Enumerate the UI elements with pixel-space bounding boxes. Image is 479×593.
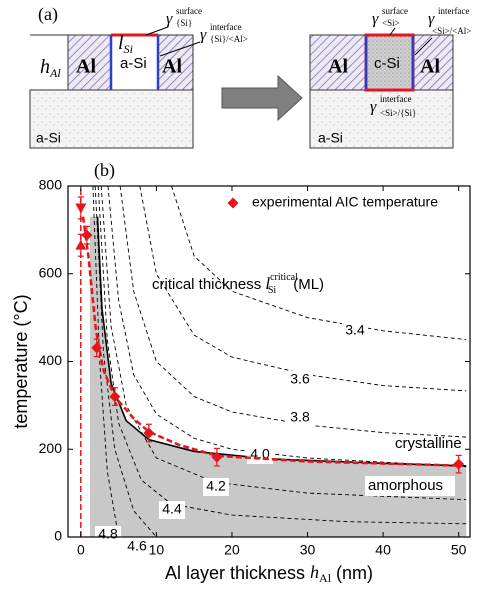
boundary-line (98, 217, 467, 466)
panel-label: (b) (94, 160, 115, 181)
gamma-sub: <Si>/<Al> (432, 26, 471, 36)
x-tick-label: 50 (451, 542, 467, 558)
gamma-sup: interface (438, 6, 469, 16)
c-si-label: c-Si (374, 55, 400, 72)
x-tick-label: 20 (224, 542, 240, 558)
x-tick-label: 40 (375, 542, 391, 558)
data-point (75, 240, 86, 250)
gamma-sup: surface (382, 6, 408, 16)
contour-line (120, 186, 466, 437)
gamma: γ (370, 99, 377, 116)
x-tick-label: 0 (77, 542, 85, 558)
contour-label: 4.8 (98, 526, 118, 542)
gamma: γ (166, 11, 173, 28)
contour-label: 4.4 (162, 501, 182, 517)
region-label: amorphous (368, 477, 443, 494)
legend-marker (228, 198, 239, 209)
panel-label: (a) (38, 4, 58, 25)
contour-label: 4.6 (127, 538, 147, 554)
panel-a: (a) hAl lSi Al a-Si Al a-Si γ surface {S… (30, 4, 471, 148)
x-label-sub: Al (319, 571, 332, 585)
gamma-sup: interface (210, 22, 241, 32)
contour-label: 3.8 (290, 409, 310, 425)
x-tick-label: 30 (300, 542, 316, 558)
y-tick-label: 200 (39, 440, 63, 456)
x-label-h: h (310, 562, 319, 582)
gamma-sub: {Si}/<Al> (210, 34, 248, 44)
al-label: Al (420, 56, 440, 78)
al-label: Al (328, 56, 348, 78)
x-label-text: Al layer thickness (165, 563, 310, 583)
al-label: Al (76, 56, 96, 78)
substrate-label: a-Si (36, 130, 61, 146)
x-label-unit: (nm) (331, 563, 373, 583)
annotation-text: critical thickness (152, 276, 265, 293)
gamma-sub: {Si} (176, 18, 192, 28)
gamma: γ (200, 27, 207, 44)
y-tick-label: 0 (54, 528, 62, 544)
x-tick-label: 10 (149, 542, 165, 558)
gamma-sub: <Si>/{Si} (380, 108, 416, 118)
x-axis-label: Al layer thickness hAl (nm) (165, 562, 373, 585)
contour-label: 3.6 (290, 371, 310, 387)
y-tick-label: 400 (39, 352, 63, 368)
contour-label: 3.4 (345, 322, 365, 338)
gamma: γ (372, 11, 379, 28)
contour-label: 4.2 (206, 478, 226, 494)
y-axis-label: temperature (°C) (11, 294, 31, 428)
annotation-sub: Si (268, 285, 277, 296)
gamma-sup: interface (380, 94, 411, 104)
annotation-unit: (ML) (293, 276, 324, 293)
gamma-sup: surface (176, 6, 202, 16)
figure: (a) hAl lSi Al a-Si Al a-Si γ surface {S… (0, 0, 479, 593)
gamma-sub: <Si> (382, 18, 400, 28)
y-tick-label: 600 (39, 264, 63, 280)
h-label: hAl (40, 56, 61, 80)
data-point (75, 204, 86, 214)
a-si-label: a-Si (120, 55, 147, 72)
legend-label: experimental AIC temperature (252, 194, 438, 210)
y-tick-label: 800 (39, 177, 63, 193)
al-label: Al (162, 56, 182, 78)
substrate-label: a-Si (318, 130, 343, 146)
region-label: crystalline (395, 435, 462, 452)
arrow (222, 76, 302, 120)
